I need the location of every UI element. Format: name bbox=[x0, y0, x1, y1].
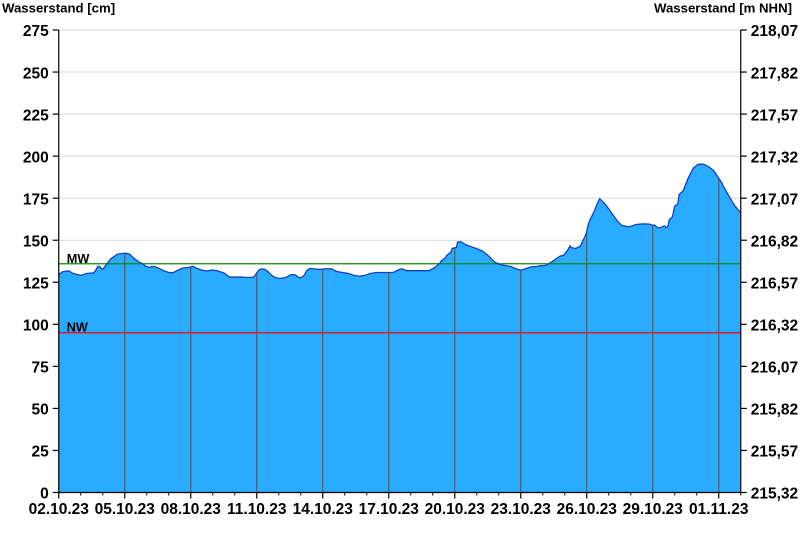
svg-text:MW: MW bbox=[67, 252, 90, 266]
svg-text:50: 50 bbox=[32, 402, 49, 419]
svg-text:25: 25 bbox=[32, 444, 50, 461]
svg-text:150: 150 bbox=[23, 233, 49, 250]
svg-text:215,57: 215,57 bbox=[751, 444, 798, 461]
svg-text:217,82: 217,82 bbox=[751, 65, 798, 82]
svg-text:217,07: 217,07 bbox=[751, 191, 798, 208]
svg-text:23.10.23: 23.10.23 bbox=[491, 501, 552, 518]
svg-text:11.10.23: 11.10.23 bbox=[227, 501, 287, 518]
svg-text:216,32: 216,32 bbox=[751, 318, 798, 335]
svg-text:225: 225 bbox=[23, 107, 49, 124]
svg-text:75: 75 bbox=[32, 360, 50, 377]
svg-text:20.10.23: 20.10.23 bbox=[425, 501, 486, 518]
svg-text:217,57: 217,57 bbox=[751, 107, 798, 124]
svg-text:250: 250 bbox=[23, 65, 49, 82]
svg-text:215,82: 215,82 bbox=[751, 402, 798, 419]
svg-text:216,82: 216,82 bbox=[751, 233, 798, 250]
svg-text:29.10.23: 29.10.23 bbox=[623, 501, 684, 518]
svg-text:Wasserstand [cm]: Wasserstand [cm] bbox=[2, 1, 115, 16]
svg-text:216,07: 216,07 bbox=[751, 360, 798, 377]
svg-text:08.10.23: 08.10.23 bbox=[161, 501, 222, 518]
svg-text:01.11.23: 01.11.23 bbox=[689, 501, 749, 518]
svg-text:125: 125 bbox=[23, 275, 49, 292]
svg-text:02.10.23: 02.10.23 bbox=[29, 501, 90, 518]
svg-text:05.10.23: 05.10.23 bbox=[95, 501, 156, 518]
svg-text:217,32: 217,32 bbox=[751, 149, 798, 166]
svg-text:100: 100 bbox=[23, 318, 49, 335]
svg-text:215,32: 215,32 bbox=[751, 486, 798, 503]
svg-text:Wasserstand [m NHN]: Wasserstand [m NHN] bbox=[654, 1, 792, 16]
svg-text:26.10.23: 26.10.23 bbox=[557, 501, 618, 518]
svg-text:NW: NW bbox=[67, 321, 88, 335]
svg-text:14.10.23: 14.10.23 bbox=[293, 501, 354, 518]
svg-text:218,07: 218,07 bbox=[751, 23, 798, 40]
svg-text:200: 200 bbox=[23, 149, 49, 166]
svg-text:175: 175 bbox=[23, 191, 49, 208]
svg-text:275: 275 bbox=[23, 23, 49, 40]
svg-text:17.10.23: 17.10.23 bbox=[359, 501, 420, 518]
svg-text:216,57: 216,57 bbox=[751, 275, 798, 292]
